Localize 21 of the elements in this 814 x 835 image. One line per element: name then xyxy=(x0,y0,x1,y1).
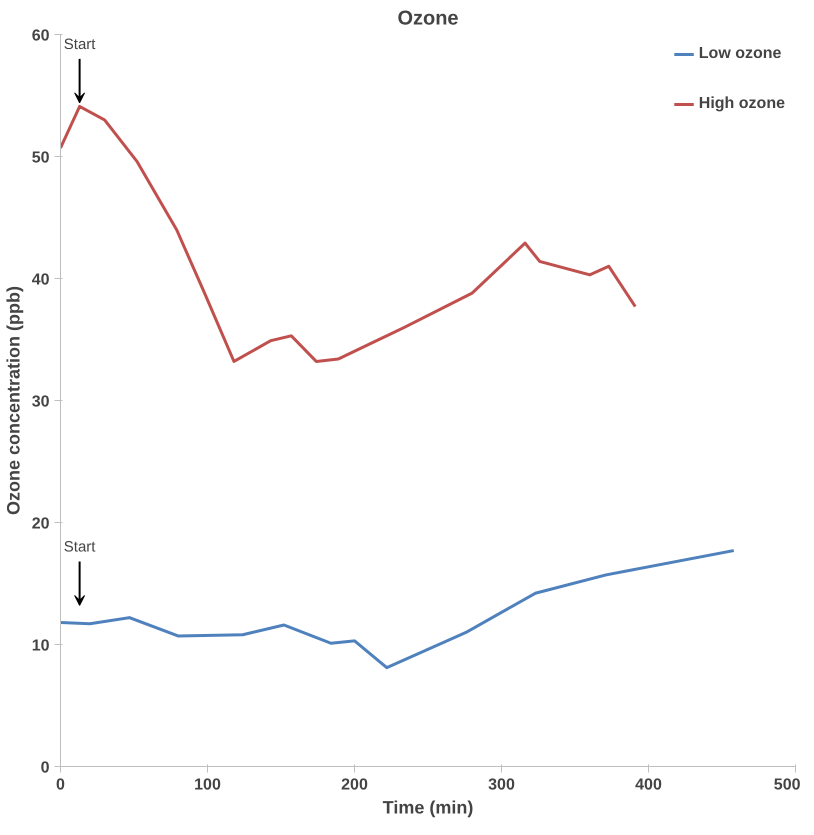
x-axis-title: Time (min) xyxy=(382,798,474,818)
line-series xyxy=(60,104,637,363)
y-tick-label: 20 xyxy=(32,516,50,532)
legend-label: Low ozone xyxy=(698,45,782,63)
y-tick-label: 50 xyxy=(32,150,50,166)
y-tick-label: 60 xyxy=(32,28,50,44)
x-tick-label: 200 xyxy=(341,776,368,794)
chart-title: Ozone xyxy=(397,8,459,30)
y-axis-title: Ozone concentration (ppb) xyxy=(4,286,24,515)
y-tick-label: 0 xyxy=(40,760,50,776)
x-tick-label: 300 xyxy=(488,776,515,794)
legend-label: High ozone xyxy=(698,95,785,113)
y-tick-label: 10 xyxy=(32,638,50,654)
x-tick-label: 500 xyxy=(774,776,801,794)
annotation: Start xyxy=(64,36,96,53)
x-tick-label: 400 xyxy=(635,776,662,794)
annotation: Start xyxy=(64,538,96,556)
y-tick-label: 30 xyxy=(32,394,50,410)
x-tick-label: 100 xyxy=(194,776,221,794)
x-tick-label: 0 xyxy=(56,776,66,794)
y-tick-label: 40 xyxy=(32,272,50,288)
